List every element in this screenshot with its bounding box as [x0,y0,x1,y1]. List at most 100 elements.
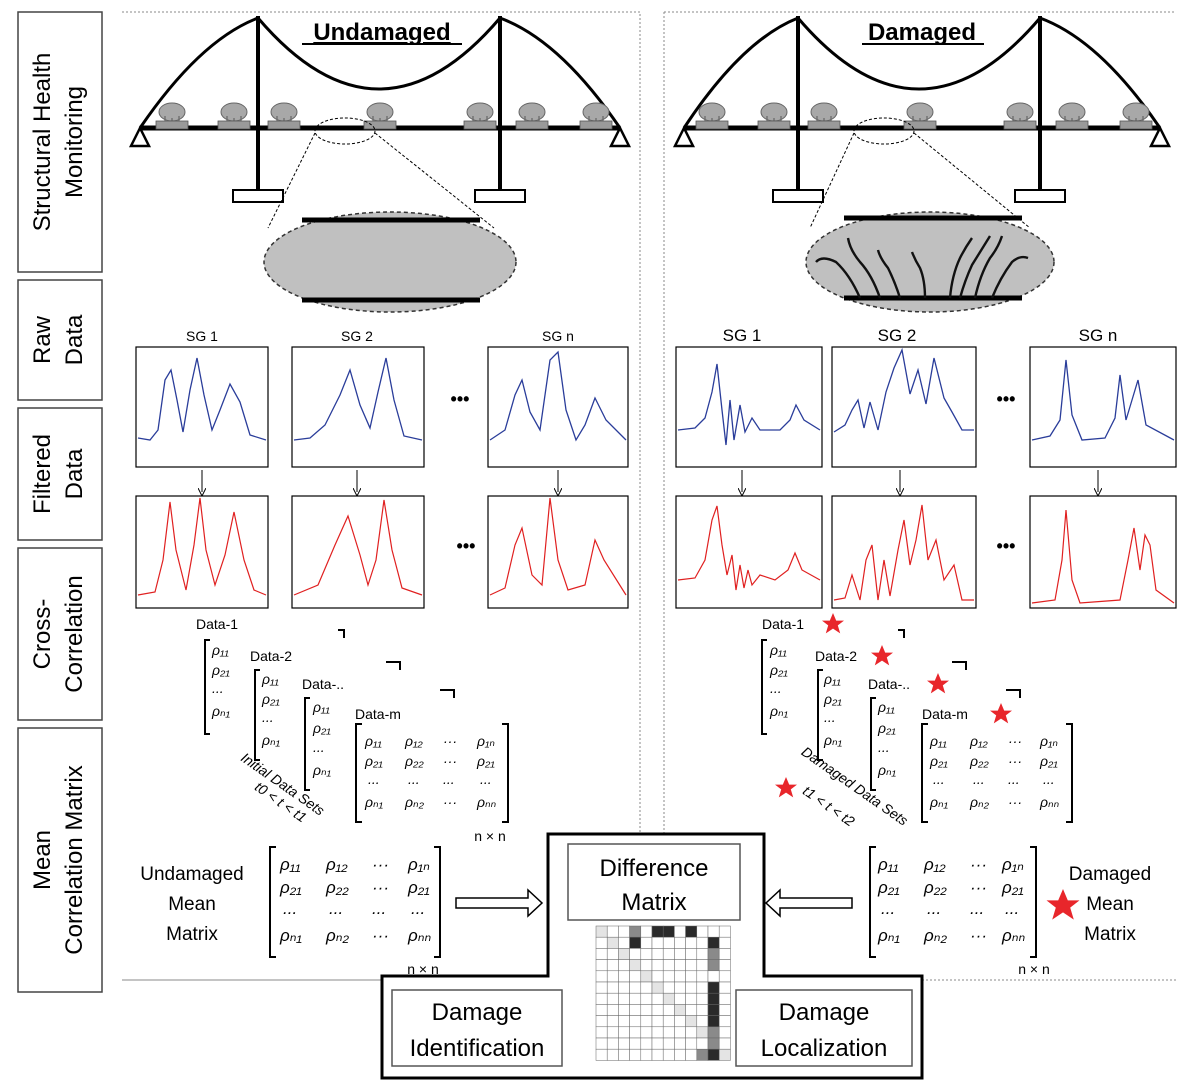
undamaged-to-difference-arrow [455,888,544,918]
difference-matrix-cell [629,1015,642,1028]
damaged-raw-signal-n [1031,359,1175,441]
svg-text:ρ₂₂: ρ₂₂ [969,753,989,769]
difference-matrix-cell [707,970,720,983]
undamaged-raw-signal-2 [293,357,423,441]
difference-matrix-cell [618,992,630,1005]
difference-matrix-cell [718,1004,731,1016]
difference-matrix-cell [651,925,664,938]
difference-matrix-grid [595,925,731,1061]
difference-matrix-cell [718,925,731,938]
difference-matrix-cell [629,1004,642,1016]
undamaged-datam-bracket-right [502,723,509,823]
svg-text:ρ₁₂: ρ₁₂ [325,855,348,874]
difference-matrix-cell [595,1037,608,1050]
damaged-mean-size: n × n [1018,961,1050,977]
svg-text:···: ··· [372,878,389,897]
svg-text:···: ··· [443,733,457,749]
svg-text:ρₙₙ: ρₙₙ [407,926,432,945]
undamaged-data3-rhon1: ρₙ₁ [312,762,332,778]
difference-matrix-cell [651,948,664,960]
difference-matrix-cell [606,981,619,994]
damaged-raw-plot-2 [831,346,977,468]
svg-text:ρₙₙ: ρₙₙ [1039,794,1060,810]
difference-matrix-cell [685,925,698,938]
difference-matrix-cell [718,981,731,994]
svg-text:ρ₂₁: ρ₂₁ [364,753,383,769]
difference-matrix-cell [651,992,664,1005]
damaged-data1-rho11: ρ₁₁ [769,642,787,658]
difference-matrix-cell [618,1037,630,1050]
damaged-data2-rhon1: ρₙ₁ [823,732,843,748]
svg-text:ρₙ₁: ρₙ₁ [929,794,949,810]
damaged-cross-correlation: Data-1 ρ₁₁ ρ₂₁ ... ρₙ₁ Data-2 ρ₁₁ ρ₂₁ ..… [761,613,1073,830]
difference-matrix-cell [629,959,642,972]
difference-matrix-cell [674,1037,686,1050]
difference-matrix-cell [629,1048,642,1061]
difference-matrix-cell [629,992,642,1005]
svg-text:ρ₁₁: ρ₁₁ [877,855,898,874]
difference-matrix-cell [595,992,608,1005]
difference-matrix-cell [651,959,664,972]
difference-matrix-cell [651,1037,664,1050]
svg-text:...: ... [927,899,941,918]
undamaged-filtered-ellipsis: ••• [457,536,476,556]
difference-matrix-cell [696,1037,709,1050]
difference-matrix-cell [629,936,642,949]
stage-mean-line1: Mean [29,830,56,890]
svg-text:ρ₁₂: ρ₁₂ [969,733,988,749]
difference-matrix-cell [718,992,731,1005]
undamaged-mean-size: n × n [407,961,439,977]
svg-text:ρ₂₂: ρ₂₂ [325,878,349,897]
damaged-data2-rho11: ρ₁₁ [823,671,841,687]
undamaged-data2-rho11: ρ₁₁ [261,671,279,687]
difference-matrix-cell [685,1048,698,1061]
undamaged-raw-plot-n [487,346,629,468]
difference-matrix-cell [595,936,608,949]
difference-matrix-cell [595,1015,608,1028]
stage-labels: Structural Health Monitoring Raw Data Fi… [17,11,103,993]
difference-matrix-cell [618,948,630,960]
svg-text:ρₙ₁: ρₙ₁ [877,926,900,945]
undamaged-data1-rho11: ρ₁₁ [211,642,229,658]
undamaged-data3-dots: ... [313,739,325,755]
svg-text:ρ₂₂: ρ₂₂ [404,753,424,769]
damaged-filtered-plot-1 [675,495,823,609]
damaged-filtered-ellipsis: ••• [997,536,1016,556]
difference-matrix-cell [696,1048,709,1061]
difference-matrix-cell [662,948,675,960]
svg-text:ρₙₙ: ρₙₙ [1001,926,1026,945]
difference-matrix-cell [618,981,630,994]
damaged-bridge [672,16,1172,313]
difference-matrix-cell [640,992,653,1005]
svg-text:...: ... [1043,771,1055,787]
undamaged-raw-plot-1 [135,346,269,468]
undamaged-mean-matrix-group: Undamaged Mean Matrix ρ₁₁ ρ₁₂ ··· ρ₁ₙ ρ₂₁ ρ₂… [140,846,544,977]
difference-matrix-cell [674,936,686,949]
stage-mean-box [17,727,103,993]
difference-matrix-cell [662,992,675,1005]
svg-text:···: ··· [443,753,457,769]
damaged-data2-star [871,645,893,666]
svg-text:...: ... [970,899,984,918]
damaged-data-sets-star [775,777,797,798]
svg-text:ρ₁₂: ρ₁₂ [923,855,946,874]
damaged-data1-rhon1: ρₙ₁ [769,703,789,719]
undamaged-data3-rho11: ρ₁₁ [312,699,330,715]
undamaged-sg2-label: SG 2 [341,328,373,344]
svg-text:ρ₂₁: ρ₂₁ [407,878,430,897]
stage-raw-box [17,279,103,401]
difference-matrix-cell [618,970,630,983]
difference-matrix-cell [662,1037,675,1050]
svg-text:ρ₁₁: ρ₁₁ [279,855,300,874]
difference-matrix-cell [674,1048,686,1061]
difference-matrix-cell [707,925,720,938]
stage-shm-box [17,11,103,273]
svg-text:ρ₁ₙ: ρ₁ₙ [1001,855,1024,874]
undamaged-sg1-label: SG 1 [186,328,218,344]
difference-matrix-cell [685,948,698,960]
svg-text:ρₙ₂: ρₙ₂ [923,926,948,945]
svg-text:...: ... [411,899,425,918]
difference-matrix-cell [707,992,720,1005]
stage-filtered-box [17,407,103,541]
svg-text:···: ··· [1008,753,1022,769]
